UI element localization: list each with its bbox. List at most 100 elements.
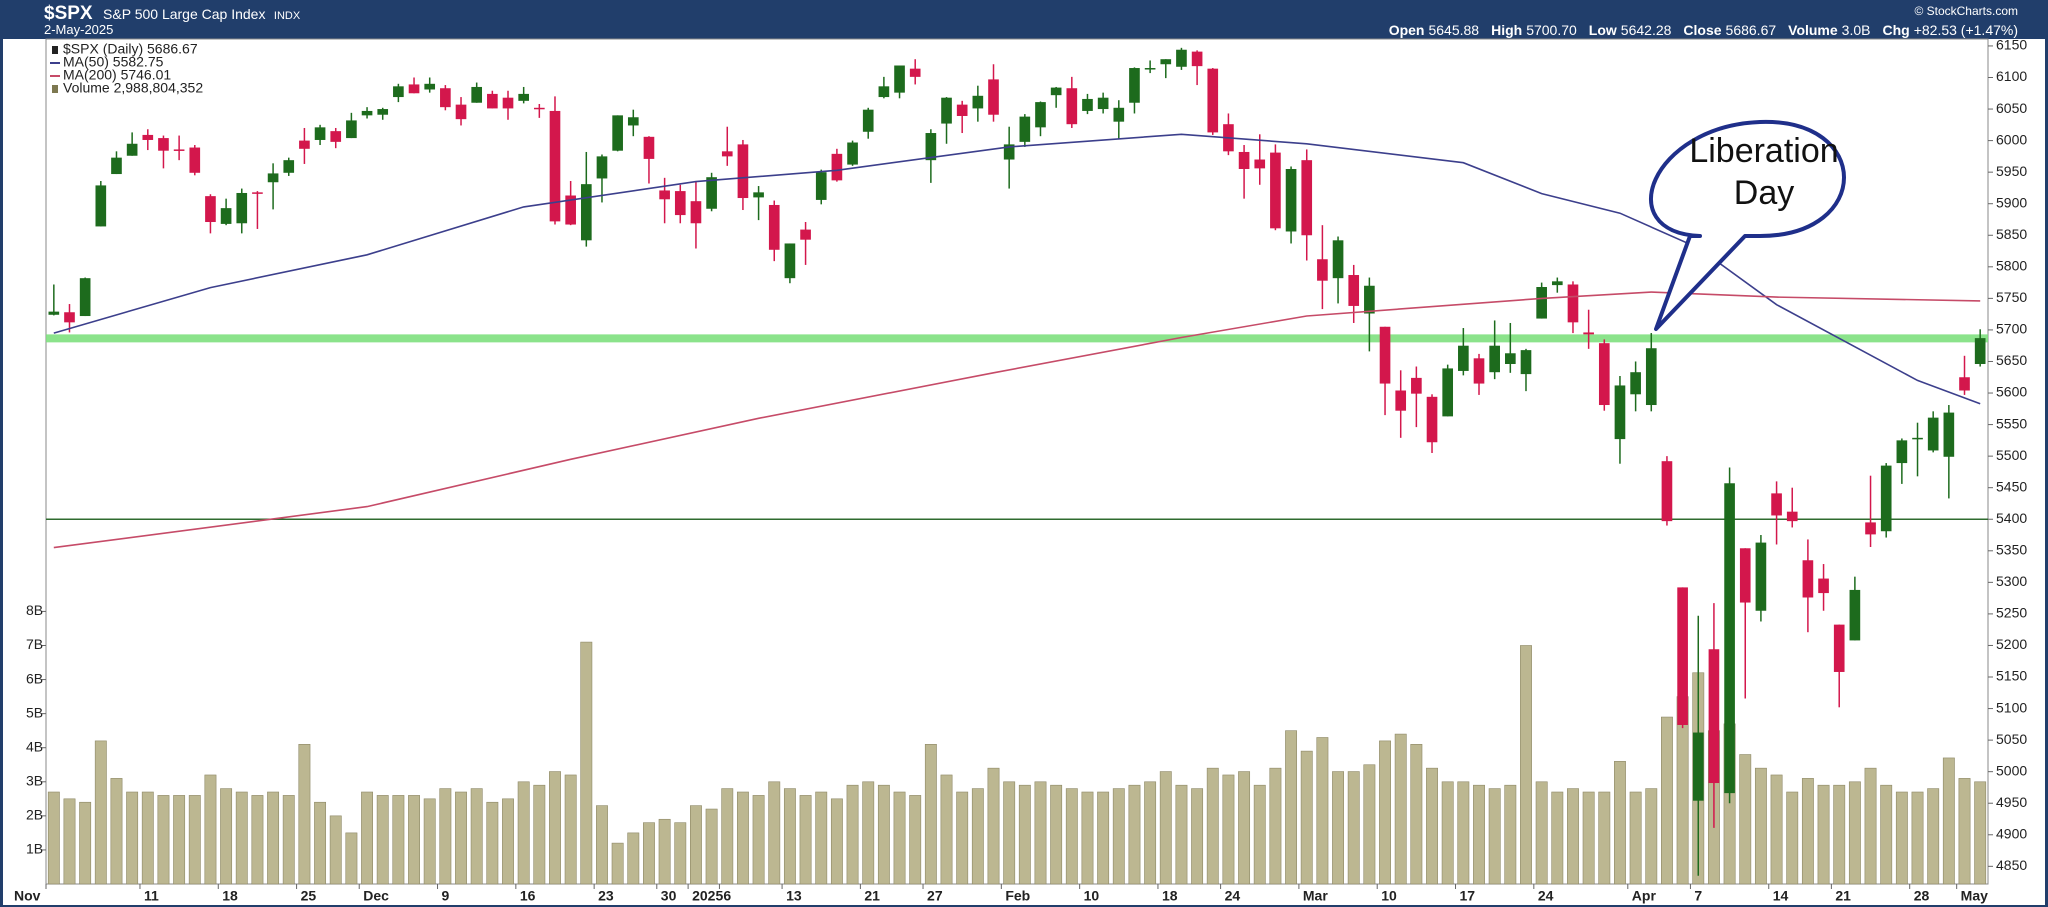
volume-bar: [470, 788, 483, 885]
candle-body: [236, 192, 248, 224]
candle-body: [502, 97, 514, 109]
volume-bar: [126, 791, 139, 885]
candle-body: [440, 88, 451, 108]
candle-body: [1348, 275, 1360, 306]
candle-body: [1974, 338, 1986, 364]
volume-bar: [1801, 778, 1814, 885]
candle-body: [909, 68, 921, 77]
candle-body: [1551, 281, 1563, 286]
volume-bar: [1911, 791, 1924, 885]
x-tick-label: 7: [1694, 888, 1702, 904]
y2-tick-label: 2B: [26, 807, 43, 823]
candle-body: [455, 104, 467, 120]
volume-bar: [1316, 737, 1329, 885]
candle-body: [596, 156, 608, 179]
volume-bar: [1582, 791, 1595, 885]
volume-bar: [267, 791, 280, 885]
volume-bar: [658, 818, 671, 885]
candle-body: [690, 201, 702, 224]
x-tick-label: 13: [786, 888, 802, 904]
x-tick-label: 11: [144, 888, 159, 904]
volume-bar: [1081, 791, 1094, 885]
candle-body: [142, 134, 154, 140]
candle-body: [1927, 417, 1939, 451]
quote-value: 5700.70: [1526, 22, 1577, 38]
moving-average-line: [53, 133, 1981, 405]
quote-value: 5642.28: [1620, 22, 1672, 38]
y-tick-label: 6000: [1996, 131, 2027, 147]
x-tick-label: Apr: [1632, 888, 1657, 904]
quote-item: Volume 3.0B: [1788, 22, 1870, 38]
y2-tick-label: 4B: [26, 738, 43, 754]
candle-body: [1191, 51, 1203, 67]
candle-body: [627, 117, 639, 126]
quote-label: Open: [1388, 22, 1425, 38]
volume-bar: [815, 791, 828, 885]
volume-bar: [783, 788, 796, 885]
volume-bar: [752, 795, 765, 885]
volume-bar: [1238, 771, 1251, 885]
candle-body: [1677, 587, 1688, 725]
candle-body: [1003, 144, 1015, 160]
candle-body: [941, 97, 952, 124]
volume-bar: [1206, 767, 1219, 885]
candle-body: [1207, 68, 1219, 133]
volume-bar: [1927, 788, 1940, 885]
candle-body: [1332, 240, 1344, 279]
candle-body: [1943, 412, 1955, 457]
volume-bar: [1300, 750, 1313, 885]
candle-body: [1912, 437, 1923, 440]
volume-bar: [1942, 757, 1955, 885]
candle-body: [815, 172, 827, 200]
volume-bar: [1974, 781, 1987, 885]
y2-tick-label: 7B: [26, 636, 43, 652]
volume-bar: [643, 822, 655, 885]
candle-body: [800, 229, 811, 240]
volume-bar: [830, 798, 843, 885]
volume-bar: [705, 808, 718, 885]
volume-bar: [909, 795, 922, 885]
x-tick-label: 25: [301, 888, 317, 904]
x-tick-label: 24: [1538, 888, 1554, 904]
candle-body: [1129, 68, 1140, 103]
volume-bar: [1159, 771, 1172, 885]
plot-border: [45, 38, 1989, 885]
x-tick-label: May: [1961, 888, 1988, 904]
volume-bar: [408, 795, 420, 885]
y-tick-label: 5750: [1996, 289, 2027, 305]
volume-bar: [627, 832, 640, 885]
candle-body: [408, 84, 420, 94]
candle-body: [1567, 284, 1579, 323]
volume-bar: [1050, 784, 1063, 885]
volume-bar: [1958, 778, 1971, 885]
x-tick-label: 16: [520, 888, 536, 904]
candle-body: [925, 133, 937, 161]
candle-body: [1786, 511, 1798, 522]
volume-bar: [1645, 788, 1658, 885]
candle-body: [1833, 624, 1845, 672]
y-tick-label: 5300: [1996, 573, 2027, 589]
volume-bar: [1520, 645, 1532, 885]
candle-body: [330, 131, 342, 142]
candle-body: [1692, 732, 1704, 801]
candle-body: [1724, 483, 1735, 794]
volume-bar: [549, 771, 561, 885]
volume-bar: [1488, 788, 1501, 885]
candle-body: [126, 143, 138, 156]
volume-bar: [721, 788, 734, 885]
volume-bar: [580, 641, 593, 885]
x-tick-label: 27: [927, 888, 943, 904]
candle-body: [831, 153, 843, 181]
y-tick-label: 5450: [1996, 478, 2027, 494]
candle-body: [1426, 396, 1438, 443]
quote-label: High: [1491, 22, 1523, 38]
volume-bar: [1598, 791, 1611, 885]
candle-body: [565, 195, 576, 225]
candle-body: [377, 109, 389, 115]
volume-bar: [987, 767, 1000, 885]
candle-body: [1458, 345, 1469, 371]
candle-body: [1536, 287, 1547, 319]
candle-body: [737, 144, 749, 199]
candle-body: [1395, 390, 1407, 411]
